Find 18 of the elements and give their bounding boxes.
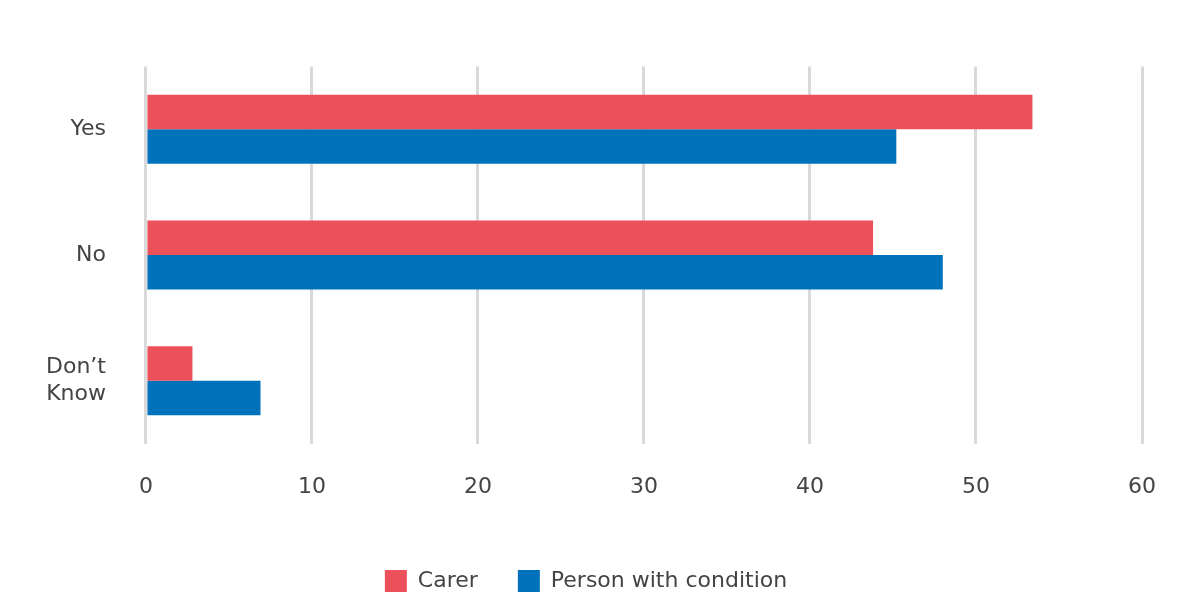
x-tick-label: 50 [962,472,990,498]
y-tick-label: Don’t Know [45,353,107,405]
x-tick-label: 0 [138,472,153,498]
legend-label: Carer [417,566,479,592]
bar [147,220,874,255]
bar [147,346,193,381]
bar [147,94,1033,130]
x-tick-label: 10 [297,472,326,498]
bar [147,380,261,416]
y-tick-label: Yes [69,114,106,140]
y-tick-label: No [76,240,106,266]
x-tick-label: 60 [1128,472,1156,498]
x-tick-label: 30 [629,472,658,498]
x-tick-label: 20 [463,472,492,498]
x-tick-label: 40 [795,472,824,498]
bar [147,255,943,290]
legend-label: Person with condition [550,566,788,592]
bar [147,129,897,164]
